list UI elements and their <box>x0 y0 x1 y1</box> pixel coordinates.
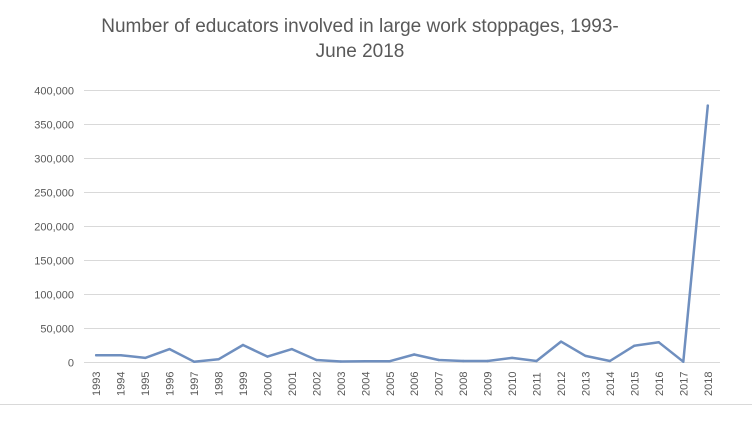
x-tick-label: 2004 <box>360 372 372 396</box>
data-point <box>584 354 587 358</box>
frame-bottom-rule <box>0 404 752 405</box>
data-point <box>682 360 685 363</box>
y-tick-label: 300,000 <box>34 154 74 166</box>
x-tick-label: 1998 <box>214 372 226 396</box>
x-tick-label: 2000 <box>262 372 274 396</box>
series-line <box>94 104 710 363</box>
x-tick-label: 2018 <box>703 372 715 396</box>
data-point <box>364 360 367 363</box>
x-tick-label: 2003 <box>336 372 348 396</box>
data-point <box>339 360 342 363</box>
line-chart: 0 50,000 100,000 150,000 200,000 250,000 300,0… <box>34 86 720 396</box>
chart-title: Number of educators involved in large wo… <box>101 16 619 62</box>
data-point <box>266 355 269 358</box>
y-tick-label: 100,000 <box>34 290 74 302</box>
data-point <box>119 354 122 357</box>
x-tick-label: 1995 <box>140 372 152 396</box>
data-point <box>535 359 538 363</box>
x-tick-label: 2008 <box>458 372 470 396</box>
x-tick-label: 2005 <box>385 372 397 396</box>
data-point <box>315 358 318 362</box>
y-tick-label: 200,000 <box>34 222 74 234</box>
x-tick-label: 2010 <box>507 372 519 396</box>
x-tick-label: 1993 <box>91 372 103 396</box>
x-tick-label: 2013 <box>580 372 592 396</box>
data-point <box>192 360 196 363</box>
data-point <box>290 347 294 351</box>
data-point <box>633 344 636 347</box>
x-tick-label: 1994 <box>116 372 128 396</box>
y-tick-label: 250,000 <box>34 188 74 200</box>
x-tick-label: 1999 <box>238 372 250 396</box>
x-tick-label: 2009 <box>483 372 495 396</box>
data-point <box>510 356 514 360</box>
data-point <box>241 343 245 347</box>
x-tick-label: 1997 <box>189 372 201 396</box>
x-tick-label: 2002 <box>311 372 323 396</box>
data-point <box>144 356 147 360</box>
x-tick-label: 2012 <box>556 372 568 396</box>
x-tick-label: 2001 <box>287 372 299 396</box>
data-point <box>706 104 709 107</box>
x-tick-label: 2011 <box>532 372 544 396</box>
x-tick-label: 2006 <box>409 372 421 396</box>
y-tick-label: 150,000 <box>34 256 74 268</box>
data-point <box>657 341 660 344</box>
data-point <box>437 358 440 362</box>
data-point <box>462 359 465 363</box>
x-tick-label: 2017 <box>678 372 690 396</box>
data-point <box>95 354 98 357</box>
x-tick-label: 1996 <box>165 372 177 396</box>
y-tick-label: 350,000 <box>34 120 74 132</box>
data-point <box>168 347 171 351</box>
x-tick-label: 2015 <box>629 372 641 396</box>
data-point <box>608 359 612 363</box>
data-point <box>388 360 391 363</box>
data-point <box>486 359 489 363</box>
x-tick-label: 2014 <box>605 372 617 396</box>
data-point <box>413 353 416 356</box>
data-point <box>559 340 563 343</box>
y-tick-label: 0 <box>68 358 74 370</box>
y-tick-label: 400,000 <box>34 86 74 98</box>
y-tick-label: 50,000 <box>40 324 74 336</box>
x-tick-label: 2016 <box>654 372 666 396</box>
x-tick-label: 2007 <box>434 372 446 396</box>
data-point <box>217 358 220 361</box>
